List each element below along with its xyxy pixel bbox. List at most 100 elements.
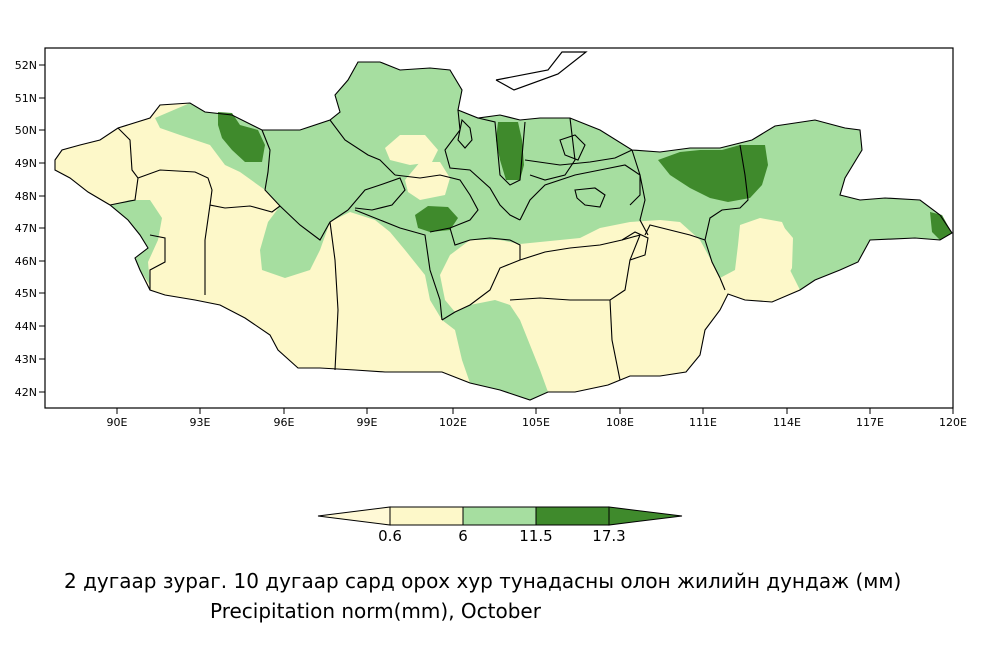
lon-tick-114: 114E	[773, 408, 801, 429]
lon-tick-108: 108E	[606, 408, 634, 429]
colorbar-bin-11.5-17.3	[535, 506, 610, 526]
lat-tick-45: 45N	[15, 287, 45, 300]
lat-tick-52: 52N	[15, 59, 45, 72]
lon-tick-label: 90E	[107, 416, 128, 429]
lat-tick-label: 47N	[15, 222, 37, 235]
dark-zone-khuvsgul	[496, 122, 524, 180]
border-khuvsgul-lake	[457, 118, 473, 149]
border-selenge-east	[529, 117, 576, 181]
lat-tick-label: 50N	[15, 124, 37, 137]
border-zavkhan-north	[329, 119, 396, 176]
border-khuvsgul	[444, 109, 521, 221]
lon-tick-93: 93E	[190, 408, 211, 429]
border-khovd-uvs	[137, 169, 281, 213]
lat-tick-44: 44N	[15, 320, 45, 333]
border-umnogovi-dundgovi	[519, 234, 641, 261]
lon-tick-label: 93E	[190, 416, 211, 429]
border-bulgan-selenge	[524, 149, 633, 166]
admin-borders	[54, 61, 953, 401]
yellow-pocket-central	[405, 162, 450, 200]
lon-tick-120: 120E	[939, 408, 967, 429]
lat-tick-42: 42N	[15, 386, 45, 399]
lon-tick-label: 120E	[939, 416, 967, 429]
dark-zone-east-tip	[930, 212, 952, 240]
lat-tick-label: 49N	[15, 157, 37, 170]
neighbor-border-line	[495, 51, 588, 91]
lon-tick-label: 114E	[773, 416, 801, 429]
lon-tick-label: 105E	[522, 416, 550, 429]
lat-tick-label: 52N	[15, 59, 37, 72]
dark-zone-khangai	[415, 206, 458, 232]
border-uvurkhangai	[449, 227, 521, 260]
colorbar-bin-lowest	[317, 506, 391, 526]
border-tuv-khentii	[631, 149, 649, 236]
dark-zone-khentii	[658, 145, 768, 202]
lat-tick-50: 50N	[15, 124, 45, 137]
lon-tick-90: 90E	[107, 408, 128, 429]
west-green-strip	[110, 200, 162, 285]
lon-axis: 90E 93E 96E 99E 102E 105E 108E 111E 114E…	[107, 408, 967, 429]
border-ulaanbaatar	[574, 187, 606, 208]
lat-tick-46: 46N	[15, 255, 45, 268]
caption-mongolian: 2 дугаар зураг. 10 дугаар сард орох хур …	[64, 569, 902, 593]
border-darkhan	[559, 134, 586, 161]
caption-english: Precipitation norm(mm), October	[210, 599, 541, 623]
lat-tick-43: 43N	[15, 353, 45, 366]
colorbar-label: 6	[458, 527, 468, 545]
border-khovd-govialtai	[149, 234, 166, 290]
lat-tick-label: 45N	[15, 287, 37, 300]
precip-0.6-6-pockets	[385, 135, 793, 298]
dark-zone-uvs	[218, 112, 265, 162]
yellow-pocket-southeast	[600, 225, 705, 262]
border-khuvsgul-bulgan	[477, 117, 526, 186]
colorbar-label: 0.6	[378, 527, 402, 545]
border-dornogovi-west	[609, 234, 641, 381]
lon-tick-label: 96E	[274, 416, 295, 429]
lon-tick-label: 117E	[856, 416, 884, 429]
lat-tick-51: 51N	[15, 92, 45, 105]
border-arkhangai	[394, 174, 479, 233]
lon-tick-102: 102E	[439, 408, 467, 429]
lat-tick-label: 42N	[15, 386, 37, 399]
border-uvurkhangai-south	[441, 259, 521, 321]
colorbar: 0.6 6 11.5 17.3	[317, 506, 683, 545]
lon-tick-label: 111E	[689, 416, 717, 429]
yellow-pocket-north	[385, 135, 438, 165]
border-sukhbaatar	[719, 277, 726, 291]
border-khentii-dornod	[704, 144, 749, 279]
border-khentii-sukhbaatar	[644, 224, 706, 241]
lat-axis: 42N 43N 44N 45N 46N 47N 48N 49N 50N 51N …	[15, 59, 45, 399]
precip-11.5-17.3-zones	[218, 112, 952, 240]
border-govialtai-west	[204, 204, 211, 295]
lon-tick-105: 105E	[522, 408, 550, 429]
lat-tick-47: 47N	[15, 222, 45, 235]
border-dundgovi-south	[509, 297, 610, 301]
border-bayankhongor	[354, 209, 443, 321]
border-uvs-zavkhan	[261, 129, 349, 241]
border-bulgan-tuv	[519, 164, 641, 221]
lat-tick-label: 46N	[15, 255, 37, 268]
colorbar-bin-6-11.5	[462, 506, 537, 526]
border-govialtai-bayankhongor	[329, 221, 339, 371]
lon-tick-label: 108E	[606, 416, 634, 429]
lon-tick-111: 111E	[689, 408, 717, 429]
lon-tick-96: 96E	[274, 408, 295, 429]
lon-tick-label: 102E	[439, 416, 467, 429]
lat-tick-label: 43N	[15, 353, 37, 366]
yellow-pocket-east	[738, 225, 793, 298]
border-zavkhan-arkhangai	[347, 177, 406, 211]
lat-tick-label: 48N	[15, 190, 37, 203]
border-govisumber	[621, 231, 649, 261]
colorbar-bin-highest	[608, 506, 683, 526]
lon-tick-117: 117E	[856, 408, 884, 429]
colorbar-label: 11.5	[519, 527, 552, 545]
colorbar-label: 17.3	[592, 527, 625, 545]
lon-tick-label: 99E	[357, 416, 378, 429]
lat-tick-label: 44N	[15, 320, 37, 333]
lon-tick-99: 99E	[357, 408, 378, 429]
lat-tick-label: 51N	[15, 92, 37, 105]
country-border	[54, 61, 953, 401]
colorbar-bin-0.6-6	[389, 506, 464, 526]
lat-tick-49: 49N	[15, 157, 45, 170]
